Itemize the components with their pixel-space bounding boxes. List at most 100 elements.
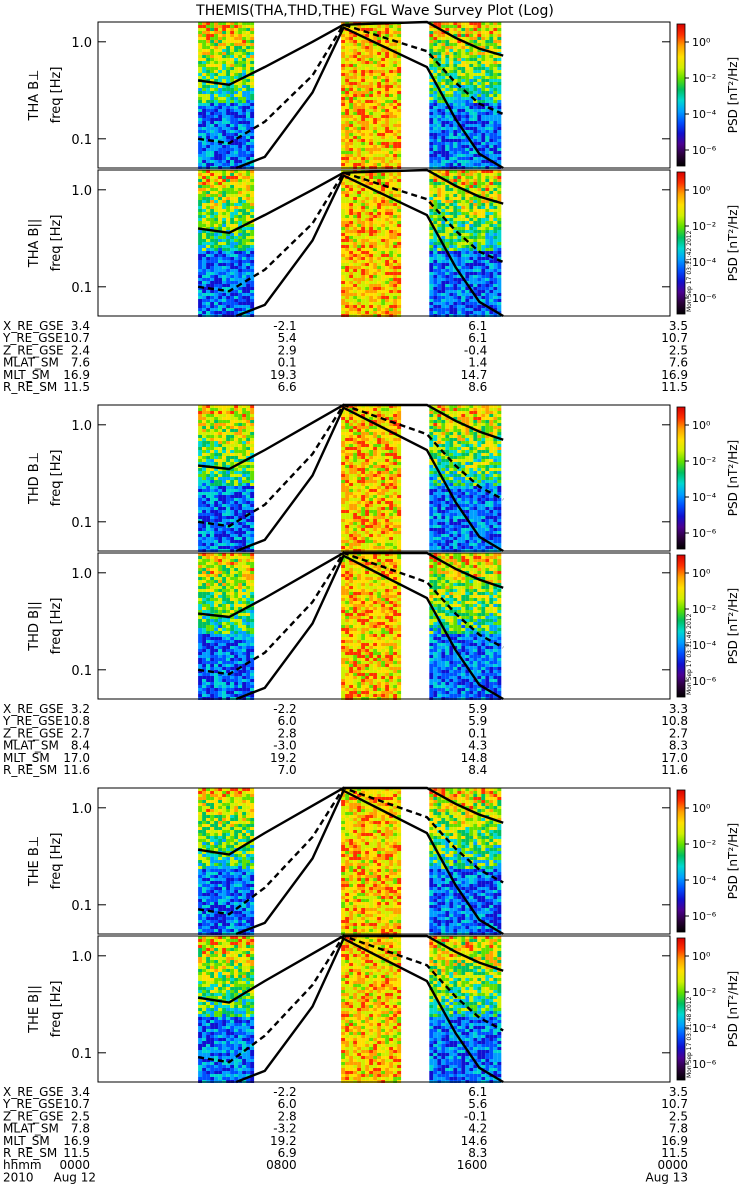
spectrogram-cell [393, 209, 398, 212]
spectrogram-cell [222, 112, 227, 115]
spectrogram-cell [242, 70, 247, 73]
spectrogram-cell [441, 52, 446, 55]
spectrogram-cell [381, 112, 386, 115]
spectrogram-cell [373, 139, 378, 142]
spectrogram-cell [473, 115, 478, 118]
spectrogram-cell [397, 82, 402, 85]
spectrogram-cell [377, 293, 382, 296]
spectrogram-cell [341, 82, 346, 85]
spectrogram-cell [353, 106, 358, 109]
spectrogram-cell [349, 305, 354, 308]
spectrogram-cell [214, 160, 219, 163]
spectrogram-cell [345, 136, 350, 139]
spectrogram-cell [206, 85, 211, 88]
spectrogram-cell [445, 121, 450, 124]
spectrogram-cell [222, 64, 227, 67]
spectrogram-cell [198, 242, 203, 245]
spectrogram-cell [381, 245, 386, 248]
spectrogram-cell [489, 179, 494, 182]
spectrogram-cell [449, 64, 454, 67]
spectrogram-cell [357, 185, 362, 188]
spectrogram-cell [218, 49, 223, 52]
spectrogram-cell [449, 58, 454, 61]
spectrogram-cell [373, 266, 378, 269]
spectrogram-cell [234, 254, 239, 257]
spectrogram-cell [433, 185, 438, 188]
spectrogram-cell [202, 432, 207, 435]
spectrogram-cell [361, 55, 366, 58]
spectrogram-cell [246, 248, 251, 251]
spectrogram-cell [353, 94, 358, 97]
spectrogram-cell [445, 257, 450, 260]
spectrogram-cell [349, 188, 354, 191]
spectrogram-cell [453, 293, 458, 296]
spectrogram-cell [453, 34, 458, 37]
spectrogram-cell [449, 160, 454, 163]
spectrogram-cell [465, 115, 470, 118]
spectrogram-cell [361, 305, 366, 308]
spectrogram-cell [202, 25, 207, 28]
spectrogram-cell [230, 157, 235, 160]
spectrogram-cell [246, 269, 251, 272]
spectrogram-cell [465, 302, 470, 305]
spectrogram-cell [357, 236, 362, 239]
spectrogram-cell [457, 251, 462, 254]
spectrogram-cell [353, 67, 358, 70]
spectrogram-cell [485, 188, 490, 191]
spectrogram-cell [218, 163, 223, 166]
spectrogram-cell [445, 197, 450, 200]
spectrogram-cell [445, 28, 450, 31]
spectrogram-cell [357, 70, 362, 73]
spectrogram-cell [469, 302, 474, 305]
spectrogram-cell [250, 163, 255, 166]
spectrogram-cell [393, 191, 398, 194]
spectrogram-cell [341, 191, 346, 194]
spectrogram-cell [210, 468, 215, 471]
spectrogram-cell [441, 79, 446, 82]
spectrogram-cell [202, 239, 207, 242]
spectrogram-cell [385, 163, 390, 166]
spectrogram-cell [238, 124, 243, 127]
spectrogram-cell [461, 103, 466, 106]
spectrogram-cell [210, 212, 215, 215]
spectrogram-cell [369, 43, 374, 46]
spectrogram-cell [250, 79, 255, 82]
spectrogram-cell [497, 194, 502, 197]
spectrogram-cell [242, 281, 247, 284]
spectrogram-cell [377, 263, 382, 266]
spectrogram-cell [210, 209, 215, 212]
spectrogram-cell [246, 25, 251, 28]
spectrogram-cell [485, 176, 490, 179]
spectrogram-cell [365, 160, 370, 163]
spectrogram-cell [198, 154, 203, 157]
spectrogram-cell [381, 302, 386, 305]
spectrogram-cell [449, 82, 454, 85]
spectrogram-cell [433, 278, 438, 281]
spectrogram-cell [250, 299, 255, 302]
spectrogram-cell [226, 115, 231, 118]
spectrogram-cell [226, 145, 231, 148]
spectrogram-cell [349, 40, 354, 43]
spectrogram-cell [198, 528, 203, 531]
spectrogram-cell [465, 40, 470, 43]
spectrogram-cell [385, 179, 390, 182]
spectrogram-cell [437, 67, 442, 70]
spectrogram-cell [369, 212, 374, 215]
spectrogram-cell [250, 254, 255, 257]
spectrogram-cell [226, 157, 231, 160]
spectrogram-cell [377, 28, 382, 31]
spectrogram-cell [250, 97, 255, 100]
spectrogram-cell [242, 25, 247, 28]
spectrogram-cell [385, 64, 390, 67]
spectrogram-cell [349, 28, 354, 31]
spectrogram-cell [377, 148, 382, 151]
spectrogram-cell [202, 525, 207, 528]
spectrogram-cell [445, 227, 450, 230]
spectrogram-cell [465, 118, 470, 121]
spectrogram-cell [222, 287, 227, 290]
spectrogram-cell [457, 31, 462, 34]
spectrogram-cell [477, 82, 482, 85]
spectrogram-cell [481, 191, 486, 194]
spectrogram-cell [353, 311, 358, 314]
spectrogram-cell [234, 266, 239, 269]
